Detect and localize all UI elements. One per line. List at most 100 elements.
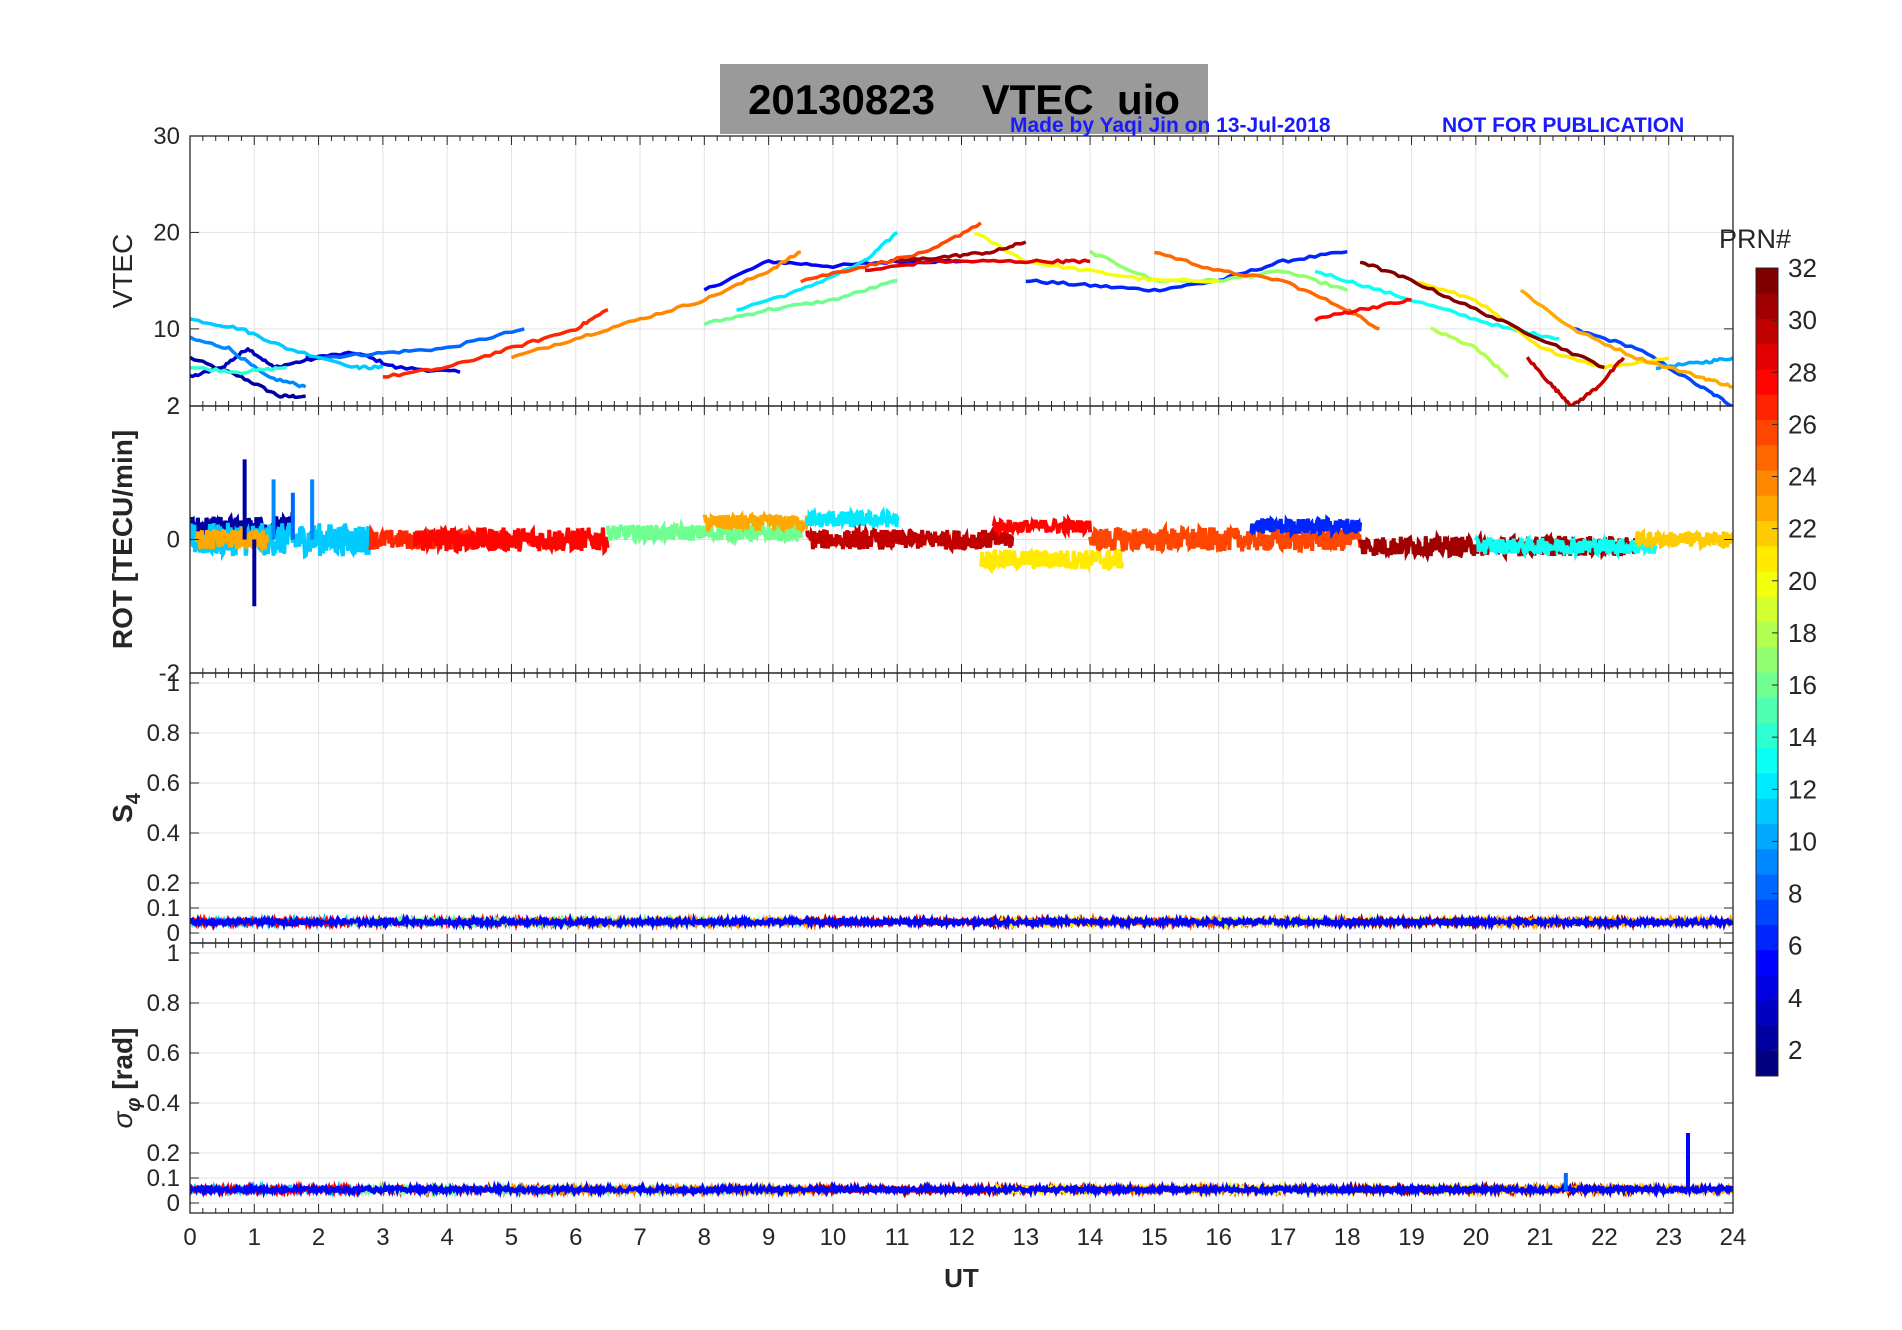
colorbar-cell — [1756, 268, 1778, 294]
colorbar-cell — [1756, 722, 1778, 749]
colorbar-tick-label: 16 — [1788, 670, 1817, 700]
colorbar-tick-label: 14 — [1788, 722, 1817, 752]
colorbar-tick-label: 18 — [1788, 618, 1817, 648]
x-tick-label: 20 — [1462, 1224, 1489, 1251]
y-tick-label: 0 — [167, 527, 180, 554]
colorbar-tick-label: 22 — [1788, 514, 1817, 544]
colorbar-tick-label: 20 — [1788, 566, 1817, 596]
colorbar-tick-label: 10 — [1788, 826, 1817, 856]
colorbar-cell — [1756, 672, 1778, 698]
x-tick-label: 2 — [312, 1224, 325, 1251]
rot-trace-prn22 — [1634, 527, 1733, 552]
x-tick-label: 24 — [1720, 1224, 1747, 1251]
x-tick-label: 23 — [1655, 1224, 1682, 1251]
vtec-line-prn27 — [382, 307, 609, 379]
y-tick-label: 20 — [153, 219, 180, 246]
y-tick-label: 0.2 — [147, 1140, 180, 1167]
rot-series-group — [190, 459, 1733, 607]
x-tick-label: 17 — [1270, 1224, 1297, 1251]
vtec-line-prn29 — [864, 258, 1091, 273]
colorbar-tick-label: 24 — [1788, 462, 1817, 492]
colorbar-cell — [1756, 975, 1778, 1001]
vtec-line-prn28 — [1314, 297, 1412, 322]
colorbar-cell — [1756, 444, 1778, 471]
colorbar-tick-label: 26 — [1788, 409, 1817, 439]
colorbar-cell — [1756, 293, 1778, 319]
x-tick-label: 9 — [762, 1224, 775, 1251]
vtec-line-prn11 — [190, 317, 384, 371]
x-tick-label: 22 — [1591, 1224, 1618, 1251]
vtec-line-prn20 — [974, 231, 1220, 284]
credit-text: Made by Yaqi Jin on 13-Jul-2018 — [1010, 114, 1331, 137]
vtec-line-prn16 — [703, 278, 898, 327]
rot-trace-prn23 — [194, 525, 270, 554]
colorbar-cell — [1756, 369, 1778, 395]
x-tick-label: 13 — [1012, 1224, 1039, 1251]
vtec-line-prn6 — [1025, 249, 1348, 293]
vtec-line-prn25 — [1154, 250, 1380, 331]
y-tick-label: 0.8 — [147, 990, 180, 1017]
y-tick-label: 0.1 — [147, 895, 180, 922]
y-tick-label: 2 — [167, 393, 180, 420]
x-tick-label: 10 — [820, 1224, 847, 1251]
colorbar-tick-label: 2 — [1788, 1035, 1802, 1065]
x-axis-label: UT — [944, 1263, 979, 1293]
y-tick-label: 0.1 — [147, 1165, 180, 1192]
ylabel-vtec: VTEC — [107, 234, 138, 309]
colorbar-cell — [1756, 646, 1778, 673]
y-tick-label: 2 — [167, 393, 180, 420]
S4-series-group — [190, 912, 1733, 932]
colorbar-tick-label: 30 — [1788, 305, 1817, 335]
colorbar-cell — [1756, 394, 1778, 420]
rot-trace-prn13 — [1473, 533, 1658, 562]
x-tick-label: 4 — [440, 1224, 453, 1251]
colorbar-tick-label: 4 — [1788, 983, 1802, 1013]
y-tick-label: 0.6 — [147, 770, 180, 797]
x-tick-label: 5 — [505, 1224, 518, 1251]
vtec-line-prn23 — [1519, 288, 1733, 389]
y-tick-label: 0.4 — [147, 820, 180, 847]
vtec-line-prn21 — [1410, 278, 1670, 370]
colorbar-cell — [1756, 1000, 1778, 1026]
colorbar-cell — [1756, 773, 1778, 799]
vtec-line-prn24 — [510, 250, 802, 360]
chart-title: 20130823 VTEC uio — [748, 76, 1180, 123]
colorbar-cell — [1756, 823, 1778, 850]
colorbar-cell — [1756, 343, 1778, 370]
colorbar-cell — [1756, 621, 1778, 648]
colorbar-frame — [1755, 267, 1779, 1077]
ylabel-sigma: σφ [rad] — [107, 1028, 145, 1129]
colorbar-cell — [1756, 318, 1778, 345]
colorbar-cell — [1756, 798, 1778, 824]
S4-trace-prn5 — [190, 912, 1733, 932]
colorbar-cell — [1756, 419, 1778, 446]
colorbar-cell — [1756, 874, 1778, 900]
colorbar-cell — [1756, 520, 1778, 547]
data-layer — [190, 221, 1733, 1199]
y-tick-label: 0.4 — [147, 1090, 180, 1117]
x-tick-label: 8 — [698, 1224, 711, 1251]
vtec-line-prn14 — [190, 365, 287, 376]
y-tick-label: 0.6 — [147, 1040, 180, 1067]
vtec-line-prn12 — [736, 230, 899, 312]
colorbar-tick-label: 12 — [1788, 774, 1817, 804]
x-tick-label: 15 — [1141, 1224, 1168, 1251]
rot-trace-prn12 — [805, 505, 900, 532]
colorbar-cell — [1756, 899, 1778, 925]
colorbar-cell — [1756, 596, 1778, 622]
y-tick-label: 0.2 — [147, 870, 180, 897]
x-tick-label: 21 — [1527, 1224, 1554, 1251]
rot-trace-prn30 — [805, 523, 1015, 555]
y-tick-label: -2 — [159, 660, 180, 687]
x-tick-label: 16 — [1205, 1224, 1232, 1251]
colorbar-cell — [1756, 848, 1778, 875]
colorbar-cell — [1756, 495, 1778, 521]
colorbar-cell — [1756, 571, 1778, 597]
vtec-line-prn18 — [1429, 326, 1510, 379]
x-tick-label: 6 — [569, 1224, 582, 1251]
colorbar-cell — [1756, 1025, 1778, 1052]
colorbar-cell — [1756, 470, 1778, 496]
y-tick-label: 0 — [167, 1190, 180, 1217]
x-tick-label: 14 — [1077, 1224, 1104, 1251]
